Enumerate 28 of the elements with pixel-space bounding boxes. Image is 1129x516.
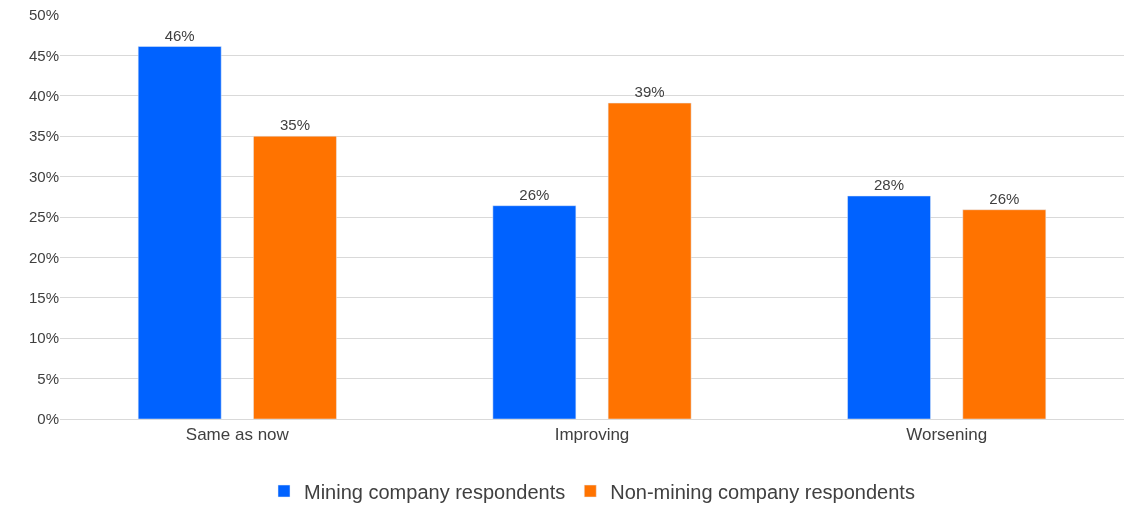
y-tick-label: 45% [28, 46, 59, 64]
y-tick-label: 30% [28, 167, 59, 185]
data-label: 35% [279, 116, 310, 134]
data-label: 28% [874, 175, 905, 193]
y-tick-label: 5% [37, 369, 59, 387]
data-label: 26% [989, 189, 1020, 207]
y-tick-label: 50% [28, 6, 59, 24]
y-tick-label: 35% [28, 127, 59, 145]
x-tick-label: Same as now [185, 425, 290, 445]
data-label: 26% [519, 185, 550, 203]
bar [962, 209, 1047, 419]
data-label: 46% [164, 26, 195, 44]
bar [607, 102, 692, 419]
x-tick-label: Worsening [906, 425, 988, 445]
bar [492, 205, 577, 419]
bar [137, 46, 222, 419]
y-tick-label: 0% [37, 410, 59, 428]
y-tick-label: 10% [28, 329, 59, 347]
y-tick-label: 20% [28, 248, 59, 266]
y-tick-label: 25% [28, 208, 59, 226]
data-label: 39% [634, 83, 665, 101]
legend-label: Non-mining company respondents [610, 480, 915, 503]
legend-label: Mining company respondents [304, 480, 566, 503]
bar [847, 195, 931, 419]
x-tick-label: Improving [554, 425, 630, 445]
bar [253, 135, 337, 419]
y-tick-label: 40% [28, 87, 59, 105]
y-tick-label: 15% [28, 289, 59, 307]
